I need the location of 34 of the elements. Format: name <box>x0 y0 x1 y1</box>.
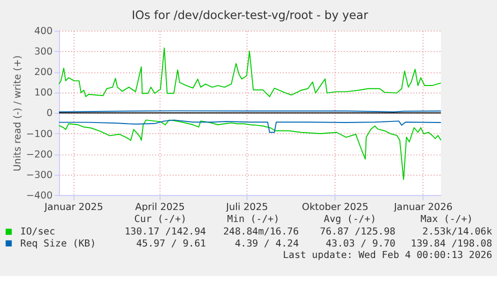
legend-label: Req Size (KB) <box>20 238 96 250</box>
text: 76.87 /125.98 <box>320 226 396 238</box>
text: 130.17 /142.94 <box>124 226 206 238</box>
text: 139.84 /198.08 <box>410 238 492 250</box>
line-series <box>58 47 442 98</box>
y-tick-label: 200 <box>34 67 53 78</box>
text: 248.84m/16.76 <box>223 226 299 238</box>
line-series <box>58 120 442 133</box>
text: Max (-/+) <box>420 214 473 226</box>
x-tick-label: April 2025 <box>135 202 185 214</box>
text: Min (-/+) <box>227 214 280 226</box>
y-tick-label: 100 <box>34 88 53 99</box>
y-tick-label: −300 <box>26 170 53 181</box>
text: 4.39 / 4.24 <box>234 238 299 250</box>
y-tick-label: −200 <box>26 149 53 160</box>
text: Cur (-/+) <box>134 214 187 226</box>
y-tick-label: −400 <box>26 190 53 202</box>
y-tick-label: 400 <box>34 26 53 38</box>
y-tick-label: −100 <box>26 128 53 140</box>
text: Last update: Wed Feb 4 00:00:13 2026 <box>282 250 492 261</box>
legend-label: IO/sec <box>20 226 56 238</box>
text: 43.03 / 9.70 <box>326 238 396 250</box>
x-tick-label: Januar 2025 <box>44 202 104 214</box>
y-axis-title: Units read (-) / write (+) <box>12 55 24 172</box>
text: 2.53k/14.06k <box>422 226 492 238</box>
y-tick-label: 0 <box>46 108 53 120</box>
x-tick-label: Oktober 2025 <box>302 202 368 214</box>
x-tick-label: Juli 2025 <box>225 202 268 214</box>
text: Avg (-/+) <box>324 214 376 226</box>
line-series <box>58 120 442 180</box>
y-tick-label: 300 <box>34 46 53 58</box>
x-tick-label: Januar 2026 <box>392 202 452 214</box>
text: 45.97 / 9.61 <box>136 238 206 250</box>
chart-title: IOs for /dev/docker-test-vg/root - by year <box>132 8 368 22</box>
